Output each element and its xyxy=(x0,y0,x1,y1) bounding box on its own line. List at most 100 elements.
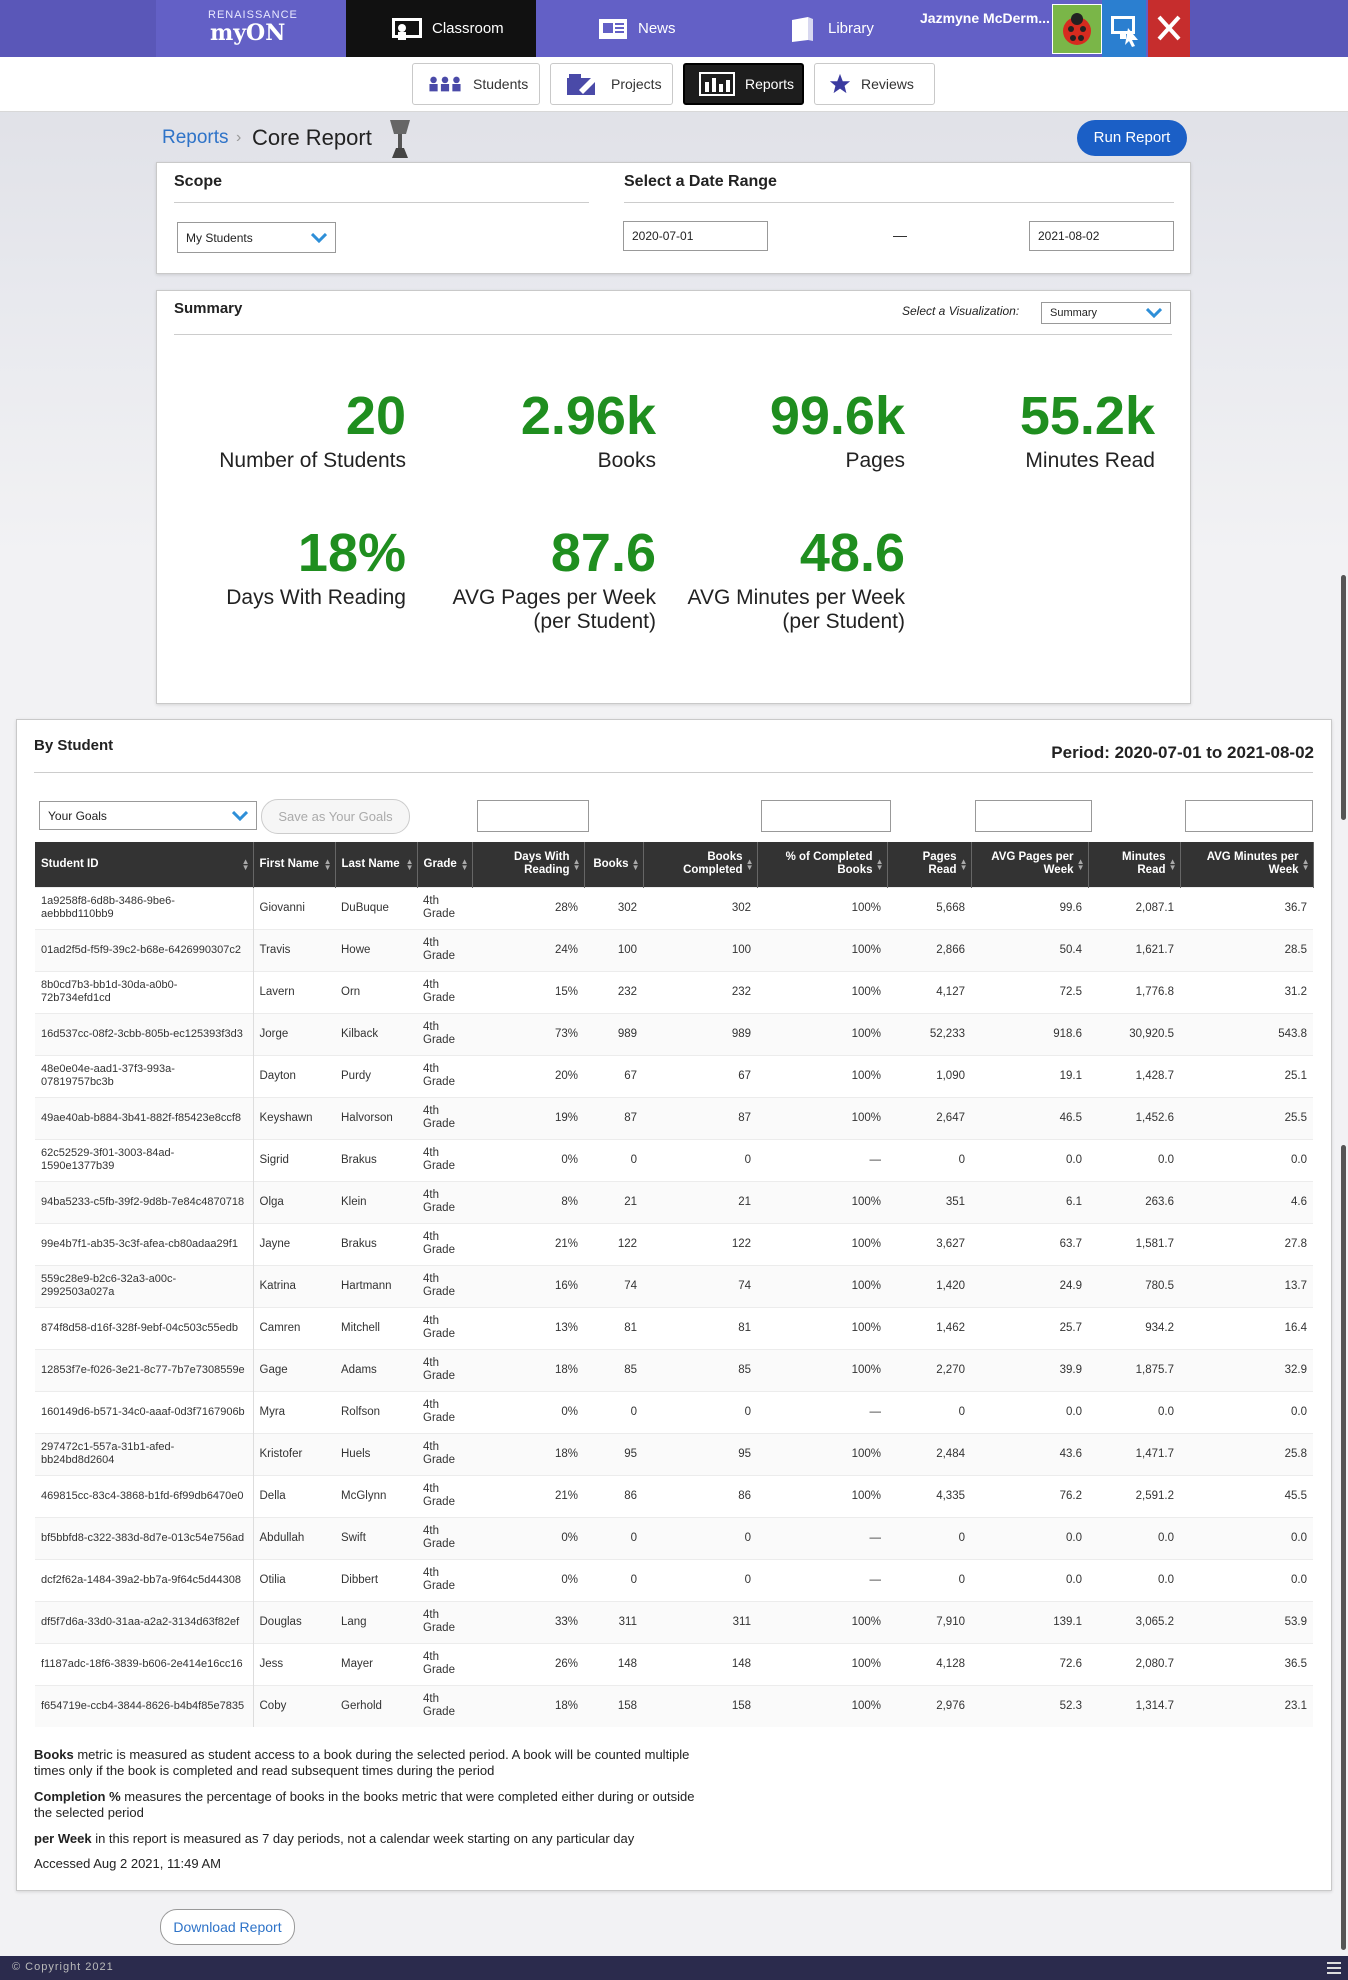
column-header-label: % of Completed Books xyxy=(785,851,873,877)
cell-pct-completed: 100% xyxy=(757,1222,887,1265)
cell-avg-minutes-week: 31.2 xyxy=(1180,970,1313,1013)
goal-input-avg-minutes[interactable] xyxy=(1185,800,1313,832)
menu-icon[interactable] xyxy=(1326,1961,1342,1975)
cell-pct-completed: 100% xyxy=(757,1306,887,1349)
switch-user-button[interactable] xyxy=(1102,0,1146,57)
note-books: Books metric is measured as student acce… xyxy=(34,1747,714,1779)
col-avg-minutes-week-header[interactable]: AVG Minutes per Week ▲ ▼ xyxy=(1180,842,1314,887)
cell-pct-completed: 100% xyxy=(757,1096,887,1139)
col-days-with-reading-header[interactable]: Days With Reading ▲ ▼ xyxy=(472,842,585,887)
cell-books: 311 xyxy=(584,1600,643,1643)
cell-avg-minutes-week: 0.0 xyxy=(1180,1558,1313,1601)
cell-avg-pages-week: 39.9 xyxy=(971,1348,1088,1391)
cell-last-name: Purdy xyxy=(335,1054,417,1097)
cell-last-name: Swift xyxy=(335,1516,417,1559)
cell-last-name: Halvorson xyxy=(335,1096,417,1139)
cell-minutes-read: 1,581.7 xyxy=(1088,1222,1180,1265)
cell-last-name: Huels xyxy=(335,1432,417,1475)
cell-pct-completed: 100% xyxy=(757,1348,887,1391)
stat-avg-pages-value: 87.6 xyxy=(550,523,656,583)
table-row: 12853f7e-f026-3e21-8c77-7b7e7308559e Gage… xyxy=(35,1348,1313,1391)
col-last-name-header[interactable]: Last Name ▲ ▼ xyxy=(335,842,418,887)
goals-select[interactable]: Your Goals xyxy=(39,801,257,830)
table-row: 48e0e04e-aad1-37f3-993a-07819757bc3b Dayt… xyxy=(35,1054,1313,1097)
cell-books: 302 xyxy=(584,886,643,929)
cell-student-id: df5f7d6a-33d0-31aa-a2a2-3134d63f82ef xyxy=(35,1600,254,1643)
col-first-name-header[interactable]: First Name ▲ ▼ xyxy=(253,842,336,887)
download-report-button[interactable]: Download Report xyxy=(160,1909,295,1945)
table-row: 99e4b7f1-ab35-3c3f-afea-cb80adaa29f1 Jayn… xyxy=(35,1222,1313,1265)
tab-reports[interactable]: Reports xyxy=(683,63,804,105)
cell-student-id: 62c52529-3f01-3003-84ad-1590e1377b39 xyxy=(35,1138,254,1181)
cell-minutes-read: 1,428.7 xyxy=(1088,1054,1180,1097)
avatar[interactable] xyxy=(1052,4,1102,54)
visualization-select[interactable]: Summary xyxy=(1041,302,1171,324)
col-pages-read-header[interactable]: Pages Read ▲ ▼ xyxy=(887,842,972,887)
tab-reviews[interactable]: Reviews xyxy=(814,63,935,105)
goal-input-avg-pages[interactable] xyxy=(975,800,1092,832)
cell-pages-read: 4,128 xyxy=(887,1642,971,1685)
tab-students[interactable]: Students xyxy=(412,63,540,105)
date-to-input[interactable]: 2021-08-02 xyxy=(1029,221,1174,251)
tab-projects[interactable]: Projects xyxy=(550,63,673,105)
cell-first-name: Giovanni xyxy=(253,886,335,929)
cell-pct-completed: — xyxy=(757,1516,887,1559)
col-grade-header[interactable]: Grade ▲ ▼ xyxy=(417,842,473,887)
trophy-icon[interactable] xyxy=(386,118,414,160)
cell-pages-read: 2,270 xyxy=(887,1348,971,1391)
cell-avg-minutes-week: 36.7 xyxy=(1180,886,1313,929)
cell-student-id: 469815cc-83c4-3868-b1fd-6f99db6470e0 xyxy=(35,1474,254,1517)
scrollbar-thumb-upper[interactable] xyxy=(1341,575,1346,820)
cell-minutes-read: 0.0 xyxy=(1088,1516,1180,1559)
cell-grade: 4th Grade xyxy=(417,1222,472,1265)
cell-books-completed: 21 xyxy=(643,1180,757,1223)
cell-pct-completed: — xyxy=(757,1138,887,1181)
run-report-button[interactable]: Run Report xyxy=(1077,120,1187,156)
cell-minutes-read: 263.6 xyxy=(1088,1180,1180,1223)
cell-days-with-reading: 21% xyxy=(472,1222,584,1265)
cell-pages-read: 7,910 xyxy=(887,1600,971,1643)
cell-last-name: Dibbert xyxy=(335,1558,417,1601)
col-minutes-read-header[interactable]: Minutes Read ▲ ▼ xyxy=(1088,842,1181,887)
nav-library[interactable]: Library xyxy=(786,0,874,57)
date-from-input[interactable]: 2020-07-01 xyxy=(623,221,768,251)
breadcrumb-reports-link[interactable]: Reports xyxy=(162,127,229,148)
nav-classroom[interactable]: Classroom xyxy=(346,0,536,57)
scope-select[interactable]: My Students xyxy=(177,222,336,253)
table-row: 49ae40ab-b884-3b41-882f-f85423e8ccf8 Keys… xyxy=(35,1096,1313,1139)
footer: © Copyright 2021 xyxy=(0,1956,1348,1980)
column-header-label: Grade xyxy=(423,857,457,870)
cell-grade: 4th Grade xyxy=(417,1264,472,1307)
cell-days-with-reading: 0% xyxy=(472,1516,584,1559)
col-student-id-header[interactable]: Student ID ▲ ▼ xyxy=(35,842,254,887)
cell-minutes-read: 2,087.1 xyxy=(1088,886,1180,929)
goal-input-completed-books[interactable] xyxy=(761,800,891,832)
stat-books-label: Books xyxy=(597,449,656,472)
scope-divider xyxy=(174,202,589,203)
col-books-header[interactable]: Books ▲ ▼ xyxy=(584,842,644,887)
column-header-label: Student ID xyxy=(41,857,99,870)
col-pct-completed-header[interactable]: % of Completed Books ▲ ▼ xyxy=(757,842,888,887)
cell-last-name: Rolfson xyxy=(335,1390,417,1433)
col-avg-pages-week-header[interactable]: AVG Pages per Week ▲ ▼ xyxy=(971,842,1089,887)
cell-books-completed: 67 xyxy=(643,1054,757,1097)
projects-icon xyxy=(567,74,597,95)
sort-icon: ▲ ▼ xyxy=(405,857,414,872)
goal-input-days-with-reading[interactable] xyxy=(477,800,589,832)
cell-first-name: Travis xyxy=(253,928,335,971)
user-name[interactable]: Jazmyne McDerm... xyxy=(920,10,1050,26)
col-books-completed-header[interactable]: Books Completed ▲ ▼ xyxy=(643,842,758,887)
note-per-week-term: per Week xyxy=(34,1831,92,1846)
students-icon xyxy=(429,76,461,92)
save-goals-button[interactable]: Save as Your Goals xyxy=(261,799,410,834)
cell-minutes-read: 30,920.5 xyxy=(1088,1012,1180,1055)
logout-button[interactable] xyxy=(1148,0,1190,57)
cell-student-id: bf5bbfd8-c322-383d-8d7e-013c54e756ad xyxy=(35,1516,254,1559)
nav-news[interactable]: News xyxy=(596,0,676,57)
scrollbar-thumb-lower[interactable] xyxy=(1341,1145,1346,1950)
cell-avg-pages-week: 99.6 xyxy=(971,886,1088,929)
visualization-select-value: Summary xyxy=(1050,307,1098,319)
cell-books-completed: 74 xyxy=(643,1264,757,1307)
brand-logo[interactable]: myON xyxy=(210,20,286,46)
period-label: Period: 2020-07-01 to 2021-08-02 xyxy=(1051,743,1314,762)
